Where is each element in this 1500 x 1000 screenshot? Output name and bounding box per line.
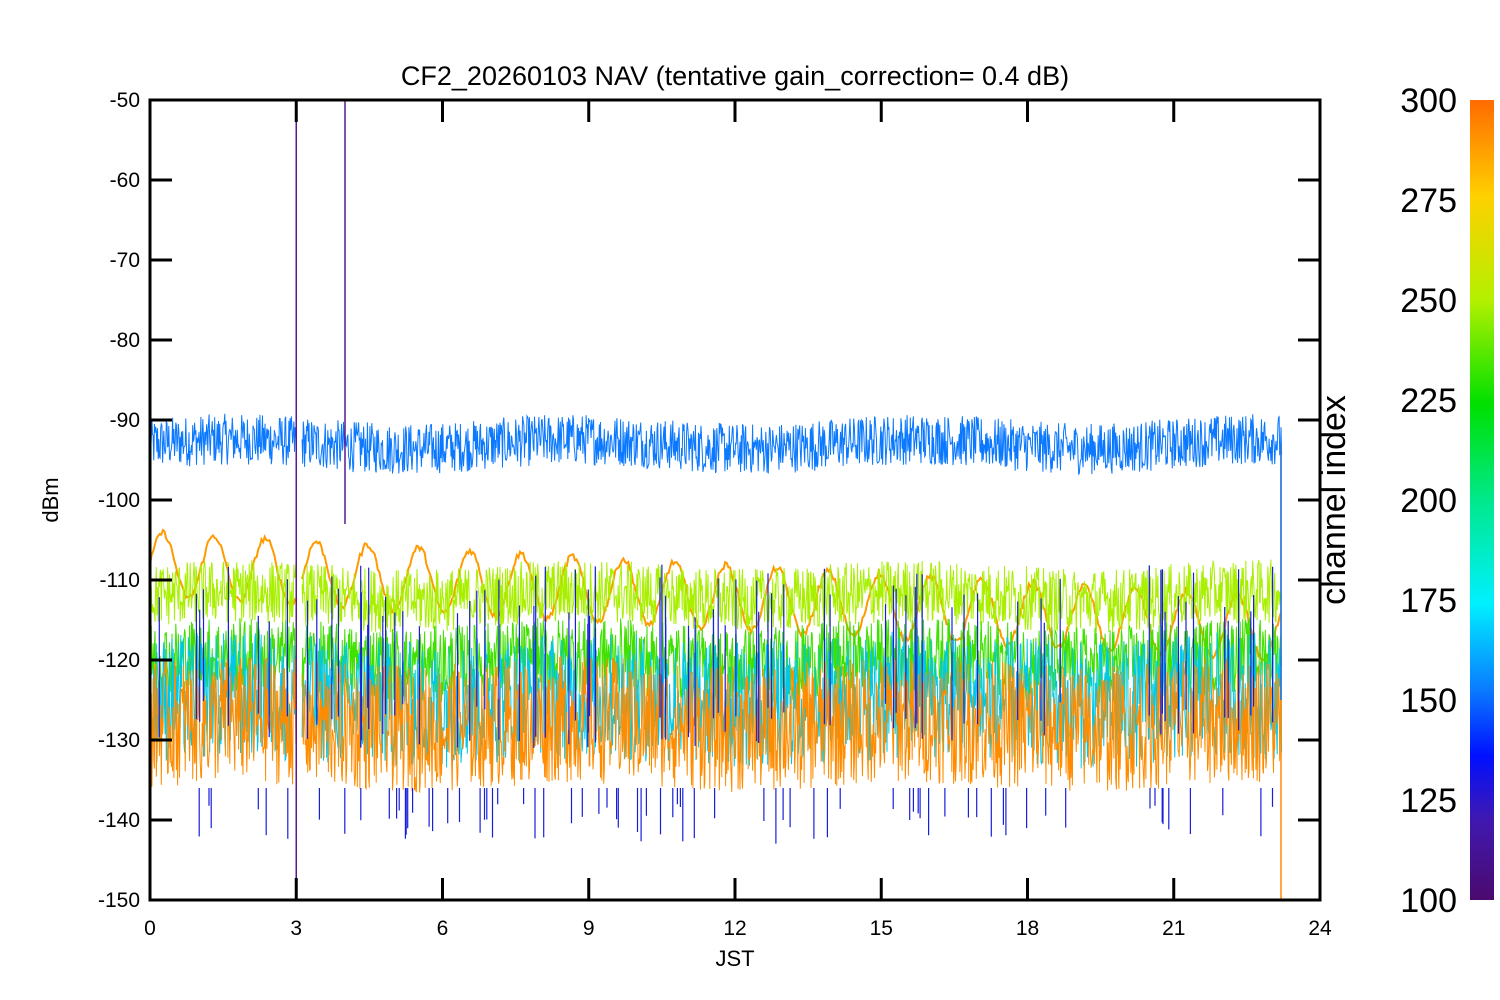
- series-spikes-ch120: [151, 564, 1274, 844]
- y-tick-label: -50: [110, 89, 140, 112]
- colorbar-tick-label: 125: [1400, 782, 1457, 820]
- axis-ticks: [148, 98, 1322, 902]
- y-tick-label: -90: [110, 409, 140, 432]
- x-tick-label: 15: [870, 917, 893, 940]
- y-tick-label: -80: [110, 329, 140, 352]
- colorbar-tick-label: 100: [1400, 882, 1457, 920]
- y-tick-label: -140: [98, 809, 140, 832]
- chart-title: CF2_20260103 NAV (tentative gain_correct…: [401, 61, 1069, 91]
- y-axis-title: dBm: [38, 477, 63, 522]
- colorbar-tick-labels: 100 125 150 175 200 225 250 275 300: [1400, 82, 1457, 920]
- colorbar-tick-label: 150: [1400, 682, 1457, 720]
- series-line-ch260: [151, 559, 1283, 633]
- y-tick-label: -120: [98, 649, 140, 672]
- colorbar-title: channel index: [1315, 395, 1353, 605]
- x-tick-label: 12: [723, 917, 746, 940]
- colorbar-tick-label: 175: [1400, 582, 1457, 620]
- colorbar-tick-label: 250: [1400, 282, 1457, 320]
- x-tick-label: 3: [290, 917, 302, 940]
- colorbar: [1470, 100, 1494, 900]
- colorbar-tick-label: 300: [1400, 82, 1457, 120]
- colorbar-tick-label: 225: [1400, 382, 1457, 420]
- colorbar-tick-label: 275: [1400, 182, 1457, 220]
- y-tick-label: -60: [110, 169, 140, 192]
- y-tick-labels: -50 -60 -70 -80 -90 -100 -110 -120 -130 -140 -150: [98, 89, 140, 912]
- x-tick-label: 21: [1162, 917, 1185, 940]
- x-tick-label: 0: [144, 917, 156, 940]
- y-tick-label: -110: [100, 569, 140, 592]
- series-line-ch295: [151, 656, 1283, 793]
- plot-data: [151, 101, 1283, 899]
- x-tick-label: 24: [1308, 917, 1332, 940]
- x-tick-label: 18: [1016, 917, 1039, 940]
- x-axis-title: JST: [715, 946, 754, 971]
- y-tick-label: -130: [98, 729, 140, 752]
- series-line-ch150: [151, 413, 1283, 476]
- colorbar-tick-label: 200: [1400, 482, 1457, 520]
- x-tick-label: 9: [583, 917, 595, 940]
- y-tick-label: -150: [98, 889, 140, 912]
- y-tick-label: -70: [110, 249, 140, 272]
- y-tick-label: -100: [98, 489, 140, 512]
- x-tick-labels: 0 3 6 9 12 15 18 21 24: [144, 917, 1332, 940]
- x-tick-label: 6: [437, 917, 449, 940]
